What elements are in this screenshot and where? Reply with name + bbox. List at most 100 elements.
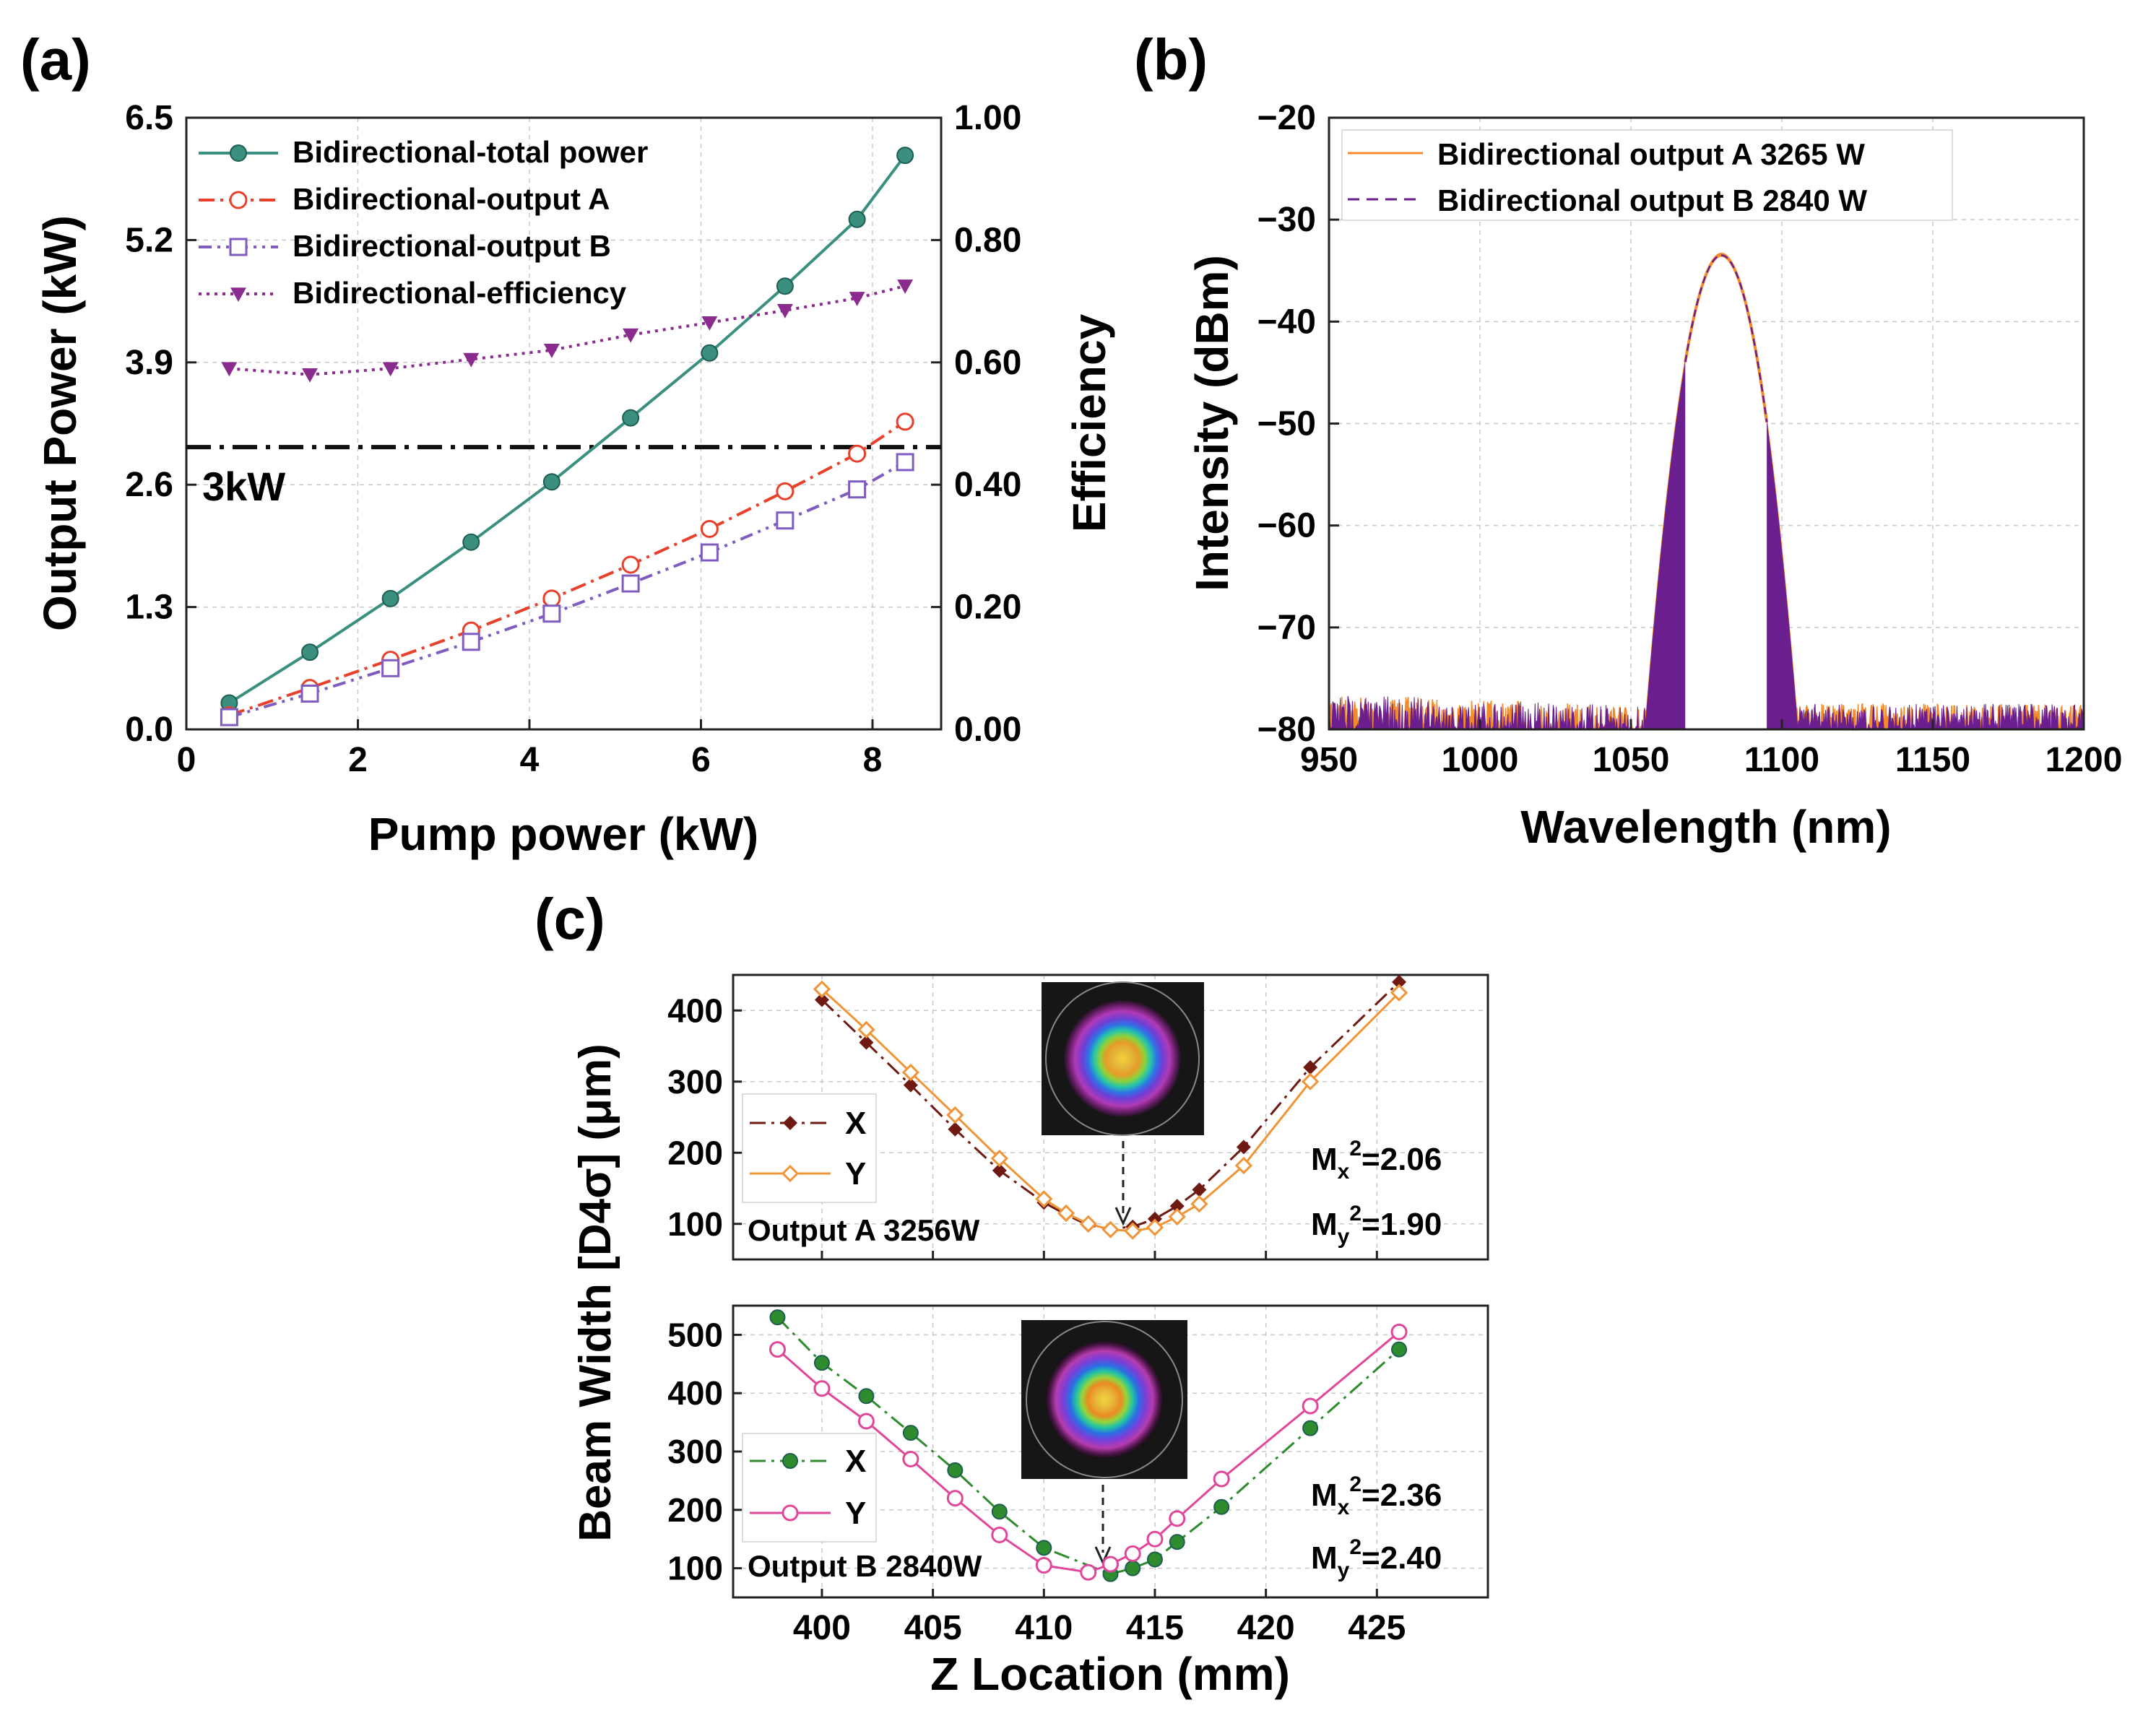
data-point-efficiency — [221, 362, 238, 377]
y-tick-label: −60 — [1257, 507, 1316, 545]
data-point-output-b — [700, 543, 719, 562]
threshold-label: 3kW — [202, 464, 285, 509]
data-point-bottom-x — [902, 1425, 919, 1441]
data-point-bottom-x — [1146, 1551, 1163, 1568]
legend-marker-output-b — [229, 238, 248, 256]
y-tick-label: 5.2 — [125, 221, 173, 259]
panel-c-top-frame — [732, 973, 1489, 1261]
beam-profile-image-a — [1042, 981, 1204, 1136]
data-point-top-y — [1101, 1220, 1120, 1238]
data-point-bottom-x — [1302, 1420, 1319, 1436]
data-point-top-y — [1124, 1222, 1142, 1240]
data-point-top-x — [1192, 1182, 1207, 1197]
data-point-efficiency — [776, 304, 793, 318]
y2-tick-label: 0.20 — [954, 589, 1021, 627]
x-tick-label: 410 — [1015, 1609, 1073, 1647]
output-a-label: Output A 3256W — [748, 1213, 980, 1247]
data-point-output-b — [542, 604, 561, 623]
data-point-bottom-y — [1124, 1545, 1141, 1562]
data-point-top-x — [992, 1163, 1007, 1178]
x-tick-label: 405 — [904, 1609, 962, 1647]
svg-text:My2=2.40: My2=2.40 — [1311, 1535, 1442, 1582]
data-point-top-x — [948, 1122, 963, 1137]
panel-a-legend: Bidirectional-total power Bidirectional-… — [199, 135, 648, 310]
data-point-output-a — [700, 519, 719, 538]
panel-a: 0 2 4 6 8 0.0 1.3 2.6 3.9 5.2 6.5 0.00 0.20 0.40 0.60 0… — [34, 99, 1115, 860]
data-point-output-a — [542, 589, 561, 608]
x-tick-label: 6 — [691, 741, 711, 779]
y-tick-label-bottom: 200 — [667, 1491, 723, 1529]
data-point-bottom-y — [946, 1490, 964, 1507]
x-tick-label: 8 — [863, 741, 883, 779]
svg-text:Mx2=2.36: Mx2=2.36 — [1311, 1472, 1442, 1519]
y-tick-label: 3.9 — [125, 344, 173, 382]
panel-a-ylabel: Output Power (kW) — [34, 215, 86, 631]
panel-c-top-legend: X Y — [742, 1093, 877, 1203]
data-point-total — [776, 277, 794, 295]
y2-tick-label: 0.60 — [954, 344, 1021, 382]
data-point-top-y — [857, 1020, 875, 1038]
spectrum-peak-b — [1684, 254, 1768, 422]
data-point-bottom-y — [1102, 1556, 1119, 1573]
legend-label-x-top: X — [845, 1106, 866, 1141]
m2x-top-sub: x — [1338, 1160, 1350, 1184]
data-point-efficiency — [849, 292, 865, 306]
data-point-bottom-y — [1080, 1563, 1097, 1581]
y-tick-label: 6.5 — [125, 99, 173, 137]
data-point-top-x — [1392, 974, 1407, 989]
x-tick-label: 420 — [1237, 1609, 1295, 1647]
m2y-top-value: =1.90 — [1361, 1207, 1442, 1242]
data-point-top-y — [1234, 1156, 1253, 1175]
y-tick-label-bottom: 300 — [667, 1433, 723, 1470]
data-point-top-y — [901, 1063, 920, 1082]
y-tick-label: 1.3 — [125, 589, 173, 627]
y-tick-label: −30 — [1257, 201, 1316, 239]
y-tick-label: 0.0 — [125, 711, 173, 749]
data-point-top-y — [1168, 1207, 1186, 1226]
x-tick-label: 425 — [1348, 1609, 1406, 1647]
data-point-output-b — [300, 684, 319, 703]
data-point-top-x — [859, 1035, 874, 1050]
data-point-bottom-x — [1169, 1534, 1185, 1550]
data-point-efficiency — [302, 368, 318, 383]
data-point-bottom-y — [1146, 1530, 1164, 1548]
series-line-bottom-x — [776, 1316, 1400, 1576]
data-point-top-y — [1301, 1072, 1320, 1090]
panel-a-y2label: Efficiency — [1063, 313, 1115, 532]
data-point-bottom-y — [857, 1413, 875, 1430]
data-point-bottom-y — [1035, 1557, 1052, 1574]
data-point-bottom-x — [991, 1504, 1008, 1520]
svg-text:My2=1.90: My2=1.90 — [1311, 1202, 1442, 1249]
legend-label-output-a: Bidirectional-output A — [293, 182, 610, 216]
y-tick-label-top: 100 — [667, 1205, 723, 1243]
data-point-output-a — [896, 412, 914, 431]
panel-b-xlabel: Wavelength (nm) — [1520, 801, 1891, 853]
data-point-bottom-x — [1036, 1540, 1052, 1556]
data-point-top-y — [1146, 1218, 1164, 1236]
data-point-total — [622, 409, 640, 427]
data-point-efficiency — [382, 362, 399, 377]
data-point-top-x — [1236, 1140, 1251, 1155]
x-tick-label: 4 — [520, 741, 540, 779]
data-point-top-x — [814, 992, 829, 1007]
m2x-bottom-sub: x — [1338, 1496, 1350, 1519]
data-point-bottom-y — [769, 1341, 786, 1358]
panel-b: 950 1000 1050 1100 1150 1200 −80 −70 −60 −50 −40 −3… — [1186, 99, 2122, 853]
data-point-output-b — [848, 480, 867, 499]
y-tick-label: −80 — [1257, 711, 1316, 749]
m2y-top-m: M — [1311, 1207, 1338, 1242]
beam-profile-image-b — [1021, 1320, 1187, 1479]
data-point-efficiency — [897, 279, 914, 294]
m2x-top-value: =2.06 — [1361, 1142, 1442, 1177]
svg-text:Mx2=2.06: Mx2=2.06 — [1311, 1137, 1442, 1184]
legend-marker-efficiency — [230, 287, 246, 302]
data-point-efficiency — [701, 316, 718, 331]
legend-label-x-bottom: X — [845, 1444, 866, 1479]
data-point-output-b — [462, 633, 480, 651]
panel-label-c: (c) — [534, 887, 605, 951]
data-point-bottom-x — [947, 1462, 964, 1478]
data-point-output-b — [621, 574, 640, 593]
legend-label-spec-a: Bidirectional output A 3265 W — [1437, 137, 1865, 171]
data-point-top-y — [1190, 1195, 1208, 1213]
